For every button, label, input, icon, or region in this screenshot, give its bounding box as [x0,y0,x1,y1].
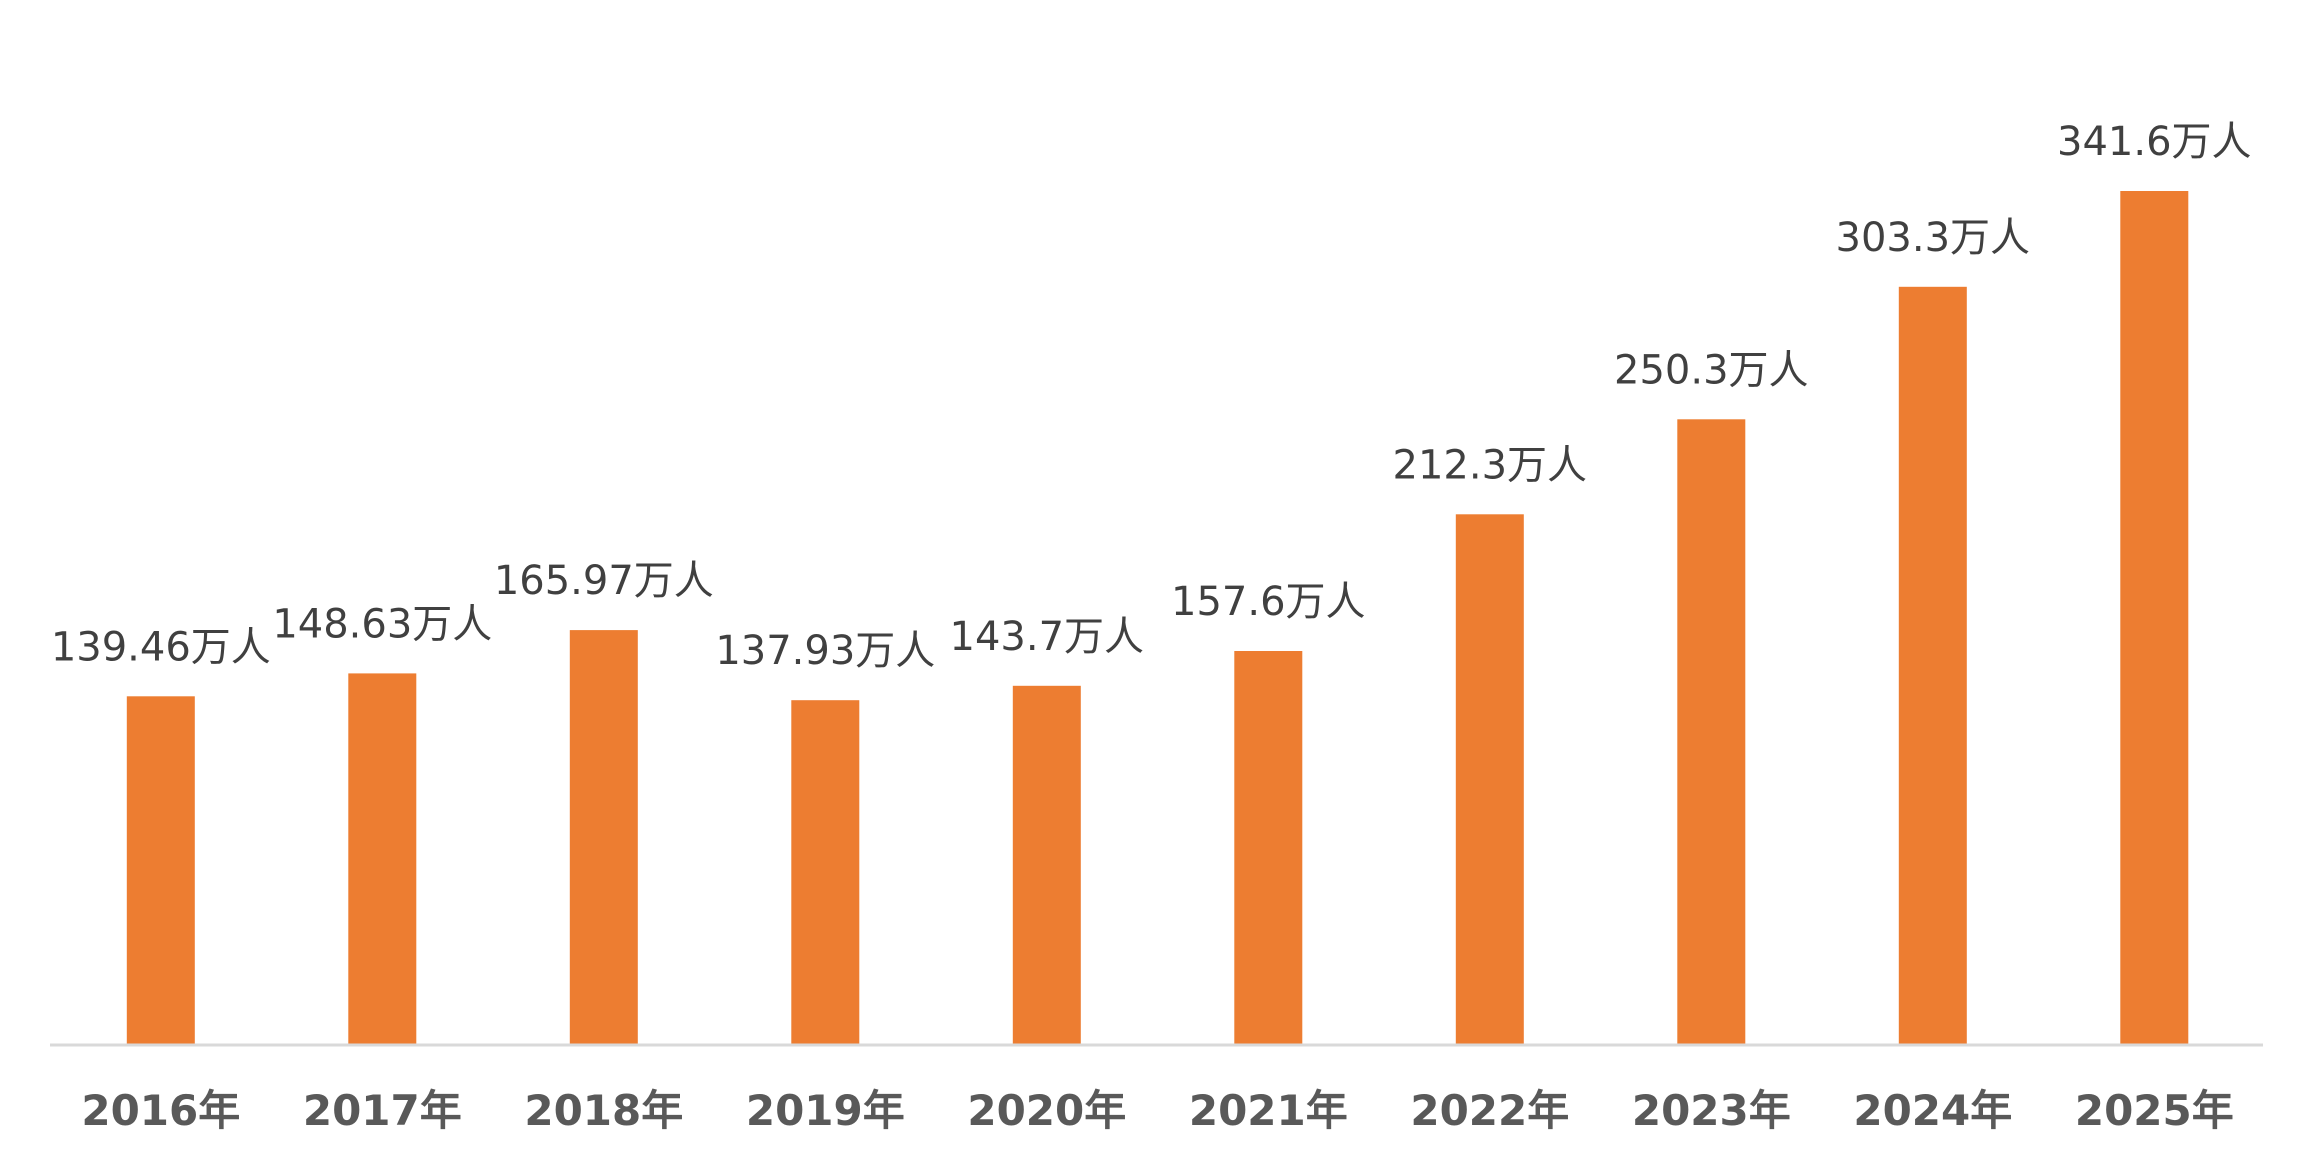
data-label-2021年: 157.6万人 [1171,579,1366,625]
bar-2017年 [348,673,417,1045]
category-labels-layer: 2016年 2017年 2018年 2019年 2020年 2021年 2022年 2023年… [81,1086,2233,1135]
x-tick-label-2025年: 2025年 [2075,1086,2234,1135]
data-label-2022年: 212.3万人 [1393,442,1588,488]
bar-2022年 [1455,514,1524,1046]
x-tick-label-2016年: 2016年 [81,1086,240,1135]
data-label-2016年: 139.46万人 [51,624,271,670]
data-label-2023年: 250.3万人 [1614,347,1809,393]
x-tick-label-2022年: 2022年 [1410,1086,1569,1135]
x-tick-label-2019年: 2019年 [746,1086,905,1135]
x-tick-label-2021年: 2021年 [1189,1086,1348,1135]
x-tick-label-2017年: 2017年 [303,1086,462,1135]
bars-layer [126,191,2189,1046]
data-label-2020年: 143.7万人 [950,614,1145,660]
bar-2019年 [791,700,860,1045]
x-tick-label-2024年: 2024年 [1853,1086,2012,1135]
bar-2016年 [126,696,195,1045]
data-label-2017年: 148.63万人 [272,601,492,647]
bar-2025年 [2120,191,2189,1045]
bar-2023年 [1677,419,1746,1046]
bar-2024年 [1898,286,1967,1046]
bar-2020年 [1012,685,1081,1046]
data-label-2018年: 165.97万人 [494,558,714,604]
x-tick-label-2018年: 2018年 [524,1086,683,1135]
bar-2018年 [569,630,638,1045]
x-tick-label-2023年: 2023年 [1632,1086,1791,1135]
x-tick-label-2020年: 2020年 [967,1086,1126,1135]
data-label-2019年: 137.93万人 [715,628,935,674]
data-label-2024年: 303.3万人 [1836,215,2031,261]
data-label-2025年: 341.6万人 [2057,119,2252,165]
bar-2021年 [1234,651,1303,1045]
